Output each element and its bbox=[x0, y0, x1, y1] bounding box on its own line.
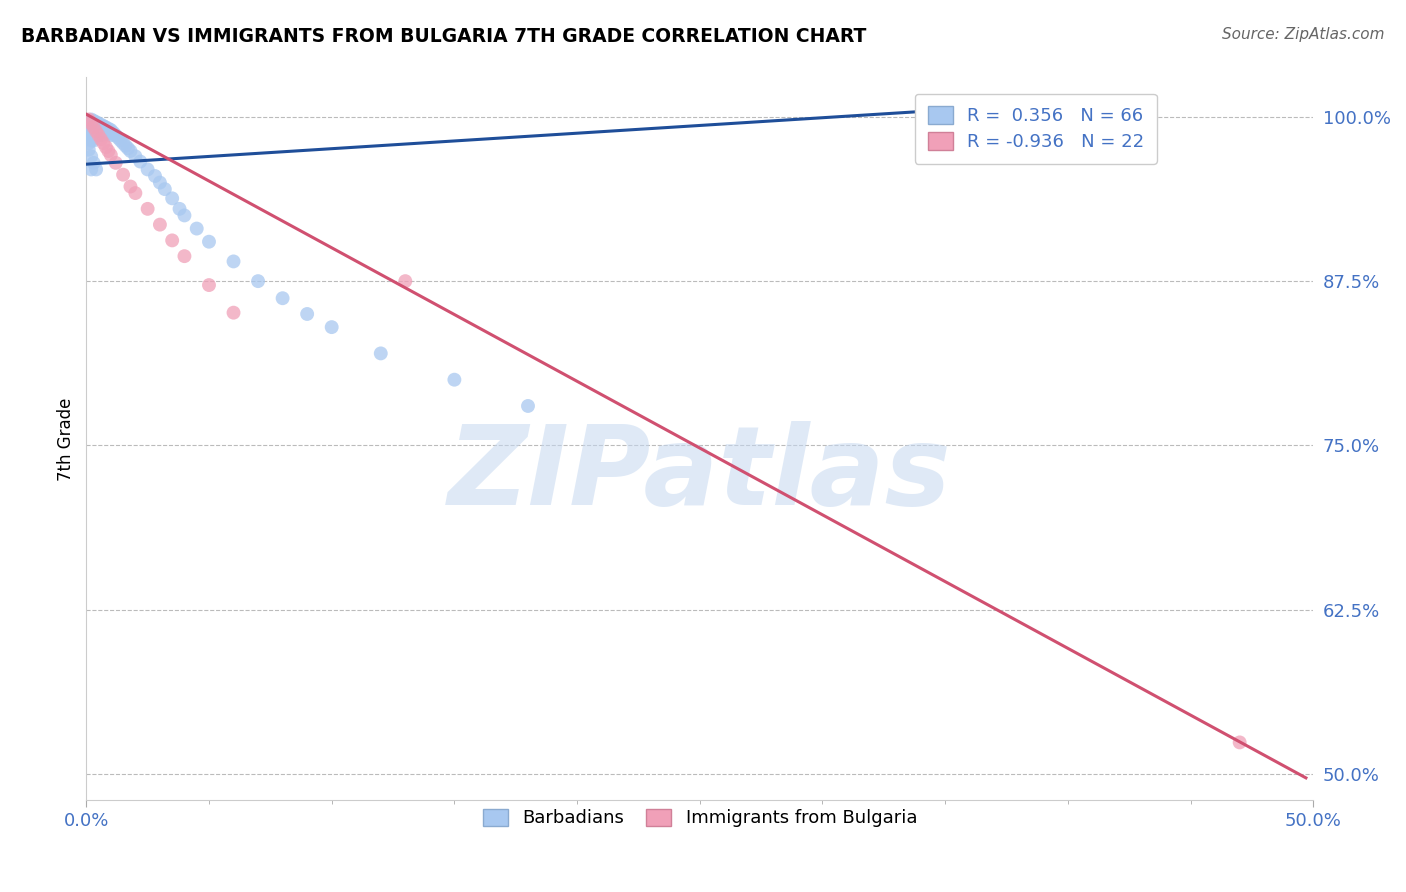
Point bbox=[77, 123, 100, 137]
Point bbox=[84, 119, 107, 133]
Point bbox=[321, 320, 343, 334]
Point bbox=[90, 128, 112, 143]
Point bbox=[222, 254, 245, 268]
Point bbox=[97, 127, 120, 141]
Point bbox=[80, 162, 103, 177]
Point bbox=[100, 148, 122, 162]
Point bbox=[77, 143, 100, 157]
Point bbox=[120, 144, 142, 158]
Text: BARBADIAN VS IMMIGRANTS FROM BULGARIA 7TH GRADE CORRELATION CHART: BARBADIAN VS IMMIGRANTS FROM BULGARIA 7T… bbox=[21, 27, 866, 45]
Point bbox=[517, 399, 540, 413]
Point bbox=[87, 116, 110, 130]
Point bbox=[77, 116, 100, 130]
Y-axis label: 7th Grade: 7th Grade bbox=[58, 397, 75, 481]
Point bbox=[80, 120, 103, 135]
Point bbox=[90, 132, 112, 146]
Point bbox=[77, 112, 100, 127]
Point bbox=[129, 154, 152, 169]
Point bbox=[80, 134, 103, 148]
Point bbox=[84, 124, 107, 138]
Point bbox=[77, 136, 100, 150]
Text: Source: ZipAtlas.com: Source: ZipAtlas.com bbox=[1222, 27, 1385, 42]
Point bbox=[80, 126, 103, 140]
Point bbox=[173, 209, 195, 223]
Point bbox=[107, 131, 129, 145]
Point bbox=[93, 136, 115, 150]
Point bbox=[80, 129, 103, 144]
Point bbox=[198, 235, 221, 249]
Point bbox=[93, 119, 115, 133]
Point bbox=[90, 123, 112, 137]
Point bbox=[84, 129, 107, 144]
Point bbox=[124, 149, 146, 163]
Point bbox=[84, 124, 107, 138]
Point bbox=[84, 162, 107, 177]
Point bbox=[80, 116, 103, 130]
Point bbox=[247, 274, 270, 288]
Point bbox=[117, 141, 139, 155]
Point bbox=[87, 128, 110, 143]
Point bbox=[143, 169, 166, 183]
Point bbox=[83, 120, 105, 135]
Point bbox=[136, 162, 159, 177]
Point bbox=[83, 134, 105, 148]
Point bbox=[443, 373, 465, 387]
Point bbox=[94, 140, 117, 154]
Point bbox=[80, 112, 103, 127]
Point bbox=[100, 123, 122, 137]
Point bbox=[112, 168, 135, 182]
Point bbox=[120, 179, 142, 194]
Point bbox=[97, 121, 120, 136]
Point bbox=[104, 128, 127, 143]
Text: ZIPatlas: ZIPatlas bbox=[449, 421, 952, 528]
Point bbox=[103, 126, 125, 140]
Point bbox=[153, 182, 176, 196]
Point bbox=[84, 115, 107, 129]
Point bbox=[149, 218, 172, 232]
Point bbox=[87, 121, 110, 136]
Point bbox=[160, 191, 183, 205]
Point bbox=[160, 233, 183, 247]
Point bbox=[370, 346, 392, 360]
Point bbox=[83, 118, 105, 132]
Point bbox=[94, 126, 117, 140]
Point bbox=[110, 134, 132, 148]
Point bbox=[112, 136, 135, 150]
Point bbox=[90, 118, 112, 132]
Point bbox=[114, 138, 136, 153]
Point bbox=[295, 307, 318, 321]
Point bbox=[169, 202, 191, 216]
Point bbox=[222, 306, 245, 320]
Point bbox=[149, 176, 172, 190]
Point bbox=[94, 120, 117, 135]
Point bbox=[93, 124, 115, 138]
Point bbox=[83, 113, 105, 128]
Point bbox=[173, 249, 195, 263]
Point bbox=[104, 156, 127, 170]
Point bbox=[1229, 735, 1251, 749]
Legend: Barbadians, Immigrants from Bulgaria: Barbadians, Immigrants from Bulgaria bbox=[475, 801, 924, 835]
Point bbox=[97, 144, 120, 158]
Point bbox=[87, 127, 110, 141]
Point bbox=[80, 116, 103, 130]
Point bbox=[186, 221, 208, 235]
Point bbox=[136, 202, 159, 216]
Point bbox=[198, 278, 221, 293]
Point bbox=[83, 156, 105, 170]
Point bbox=[80, 149, 103, 163]
Point bbox=[929, 109, 952, 123]
Point bbox=[83, 123, 105, 137]
Point bbox=[394, 274, 416, 288]
Point bbox=[77, 129, 100, 144]
Point bbox=[100, 128, 122, 143]
Point bbox=[124, 186, 146, 200]
Point bbox=[83, 128, 105, 143]
Point bbox=[271, 291, 294, 305]
